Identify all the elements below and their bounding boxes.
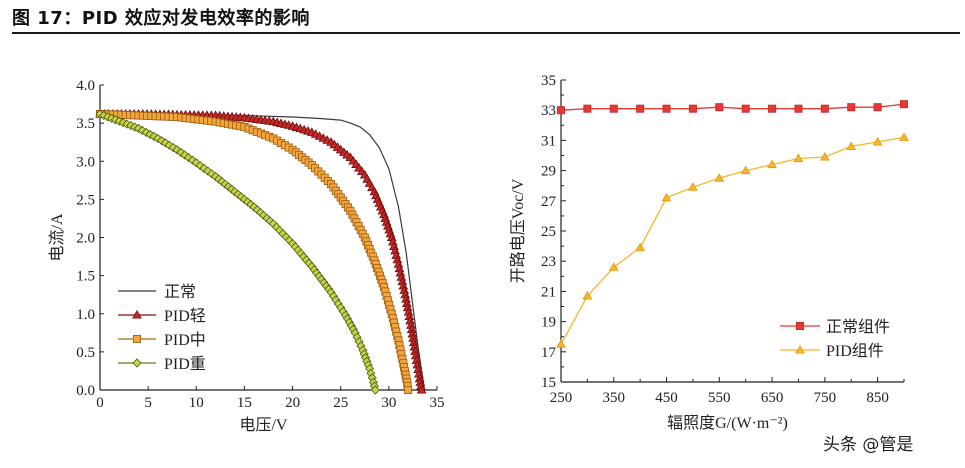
series-line-正常组件: [560, 103, 905, 111]
x-tick-label: 750: [814, 390, 837, 406]
legend-label: PID重: [164, 355, 206, 373]
data-point-PID组件: [793, 153, 804, 163]
y-tick-label: 29: [541, 164, 556, 180]
x-tick-label: 550: [708, 390, 731, 406]
figure-title: 图 17：PID 效应对发电效率的影响: [12, 8, 310, 29]
series-line-PID组件: [560, 136, 905, 345]
data-point-正常组件: [715, 103, 724, 112]
series-line-PID重: [99, 113, 376, 391]
data-point-PID组件: [846, 141, 857, 150]
y-tick-label: 25: [541, 224, 556, 240]
x-tick-label: 15: [237, 395, 252, 411]
x-tick-label: 850: [866, 390, 889, 406]
x-tick-label: 5: [144, 395, 152, 411]
y-tick-label: 3.5: [76, 116, 95, 132]
data-point-PID重: [370, 385, 380, 395]
y-axis-title: 开路电压Voc/V: [509, 178, 527, 283]
x-tick-label: 350: [603, 390, 626, 406]
x-tick-label: 25: [333, 395, 348, 411]
legend-marker: [796, 321, 805, 330]
data-point-正常组件: [820, 104, 829, 113]
y-tick-label: 0.0: [76, 383, 95, 399]
legend-label: PID中: [164, 331, 206, 349]
y-tick-label: 3.0: [76, 154, 95, 170]
legend-label: PID组件: [826, 342, 884, 360]
y-tick-label: 33: [541, 103, 556, 119]
x-axis-title: 电压/V: [239, 416, 287, 434]
y-tick-label: 1.5: [76, 269, 95, 285]
data-point-PID组件: [740, 165, 751, 175]
legend-label: 正常: [164, 283, 196, 301]
data-point-PID组件: [582, 290, 593, 300]
y-tick-label: 0.5: [76, 345, 95, 361]
legend-marker: [132, 358, 142, 368]
legend-label: 正常组件: [826, 318, 890, 336]
data-point-PID组件: [608, 262, 619, 271]
data-point-PID组件: [767, 159, 777, 169]
watermark-text: 头条 @管是: [823, 435, 914, 455]
y-tick-label: 2.0: [76, 231, 95, 247]
voc-irradiance-chart: 15 17 19 21 23 25 27 29 31 33 35 250 350 450 550 650 750…: [509, 73, 909, 432]
data-point-PID组件: [872, 136, 883, 146]
y-tick-label: 1.0: [76, 307, 95, 323]
data-point-正常组件: [557, 106, 566, 115]
y-tick-label: 2.5: [76, 192, 95, 208]
y-tick-label: 31: [541, 133, 556, 149]
legend-marker: [132, 309, 142, 319]
data-point-正常组件: [662, 104, 671, 113]
x-tick-label: 650: [761, 390, 784, 406]
data-point-正常组件: [873, 103, 882, 112]
x-tick-label: 20: [285, 395, 300, 411]
y-tick-label: 21: [541, 284, 556, 300]
y-tick-label: 35: [541, 73, 556, 89]
y-tick-label: 23: [541, 254, 556, 270]
y-tick-label: 17: [541, 345, 557, 361]
title-divider: [12, 32, 960, 34]
legend-marker: [132, 334, 141, 343]
data-point-PID中: [404, 385, 413, 394]
x-tick-label: 0: [96, 395, 104, 411]
data-point-正常组件: [900, 100, 909, 109]
series-line-正常: [100, 113, 426, 391]
data-point-正常组件: [847, 103, 856, 112]
y-tick-label: 19: [541, 315, 556, 331]
data-point-PID轻: [416, 384, 427, 394]
data-point-PID组件: [714, 173, 725, 182]
y-tick-label: 15: [541, 375, 556, 391]
x-tick-label: 250: [550, 390, 573, 406]
data-point-正常组件: [794, 104, 803, 113]
legend-marker: [795, 344, 805, 354]
data-point-正常组件: [768, 104, 777, 113]
data-point-正常组件: [609, 104, 618, 113]
y-tick-label: 27: [541, 194, 557, 210]
data-point-正常组件: [741, 104, 750, 113]
y-axis-title: 电流/A: [48, 213, 66, 261]
x-tick-label: 35: [430, 395, 445, 411]
data-point-PID组件: [899, 132, 909, 141]
legend-label: PID轻: [164, 307, 206, 325]
x-tick-label: 450: [655, 390, 678, 406]
data-point-PID组件: [635, 242, 646, 252]
y-tick-label: 4.0: [76, 78, 95, 94]
data-point-PID组件: [688, 182, 698, 191]
data-point-正常组件: [636, 104, 645, 113]
x-tick-label: 10: [189, 395, 204, 411]
data-point-正常组件: [583, 104, 592, 113]
data-point-PID组件: [661, 192, 672, 202]
data-point-PID组件: [819, 152, 830, 161]
x-tick-label: 30: [381, 395, 396, 411]
data-point-正常组件: [688, 104, 697, 113]
data-point-PID组件: [556, 339, 566, 348]
x-axis-title: 辐照度G/(W·m⁻²): [667, 414, 788, 432]
iv-curve-chart: 0.0 0.5 1.0 1.5 2.0 2.5 3.0 3.5 4.0 0 5 10 15 20 25 30 3…: [48, 78, 445, 434]
